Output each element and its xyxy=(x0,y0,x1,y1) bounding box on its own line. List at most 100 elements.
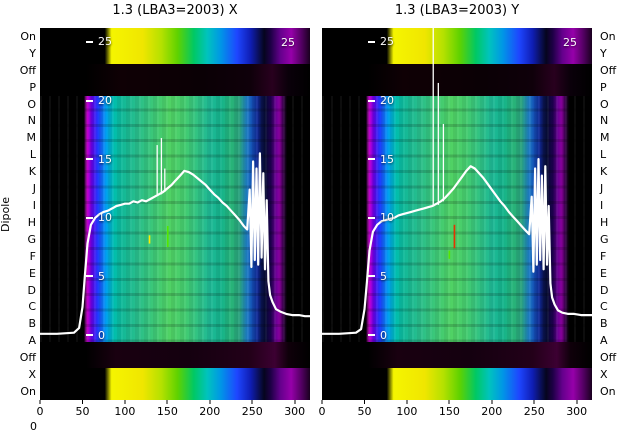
panel-x: 25 20 15 10 5 0 25 0 50 100 150 200 250 300 xyxy=(37,28,310,418)
panel-x-title: 1.3 (LBA3=2003) X xyxy=(112,3,238,18)
x-tick-label: 300 xyxy=(284,400,305,418)
x-tick-value: 150 xyxy=(438,405,460,418)
dipole-labels-right: On Y Off P O N M L K J I H G F E D C B A Off X On xyxy=(598,28,638,400)
heatmap-band-off_top xyxy=(40,64,310,97)
spectrum-curve xyxy=(322,158,592,335)
panel-y-title: 1.3 (LBA3=2003) Y xyxy=(394,3,520,18)
dipole-row-label: O xyxy=(27,97,36,111)
dipole-row-label: I xyxy=(32,199,36,213)
x-tick-mark xyxy=(124,400,126,404)
x-tick-mark xyxy=(82,400,83,404)
dipole-row-label: G xyxy=(600,232,609,246)
dipole-row-label: K xyxy=(28,165,36,179)
x-tick-mark xyxy=(576,400,578,404)
heatmap-band-off_bottom xyxy=(322,341,592,368)
dipole-row-label: F xyxy=(600,249,607,263)
x-tick-value: 0 xyxy=(36,405,44,418)
x-tick-value: 50 xyxy=(357,405,372,418)
dipole-row-label: G xyxy=(27,232,36,246)
dipole-row-label: On xyxy=(20,384,36,398)
dipole-row-label: C xyxy=(600,300,608,314)
x-tick-mark xyxy=(448,400,450,404)
dipole-labels-left: On Y Off P O N M L K J I H G F E D C B A Off X On xyxy=(10,28,38,400)
x-tick-mark xyxy=(294,400,296,404)
dipole-row-label: E xyxy=(29,266,36,280)
dipole-row-label: F xyxy=(29,249,36,263)
x-tick-mark xyxy=(364,400,365,404)
x-tick-label: 0 xyxy=(37,400,44,418)
x-tick-value: 0 xyxy=(318,405,326,418)
y-tick-right-x: 25 xyxy=(281,36,295,49)
x-tick-label: 300 xyxy=(566,400,587,418)
heatmap-x xyxy=(40,28,310,400)
x-tick-value: 300 xyxy=(284,405,306,418)
heatmap-band-band xyxy=(40,28,310,65)
x-tick-value: 200 xyxy=(199,405,221,418)
dipole-row-label: D xyxy=(600,283,609,297)
x-tick-mark xyxy=(321,400,323,404)
x-tick-mark xyxy=(39,400,41,404)
x-tick-value: 200 xyxy=(481,405,503,418)
dipole-row-label: O xyxy=(600,97,609,111)
dipole-row-label: H xyxy=(27,215,36,229)
dipole-row-label: C xyxy=(28,300,36,314)
dipole-row-label: Y xyxy=(29,46,36,60)
x-tick-label: 100 xyxy=(114,400,135,418)
x-tick-value: 150 xyxy=(156,405,178,418)
dipole-row-label: L xyxy=(600,148,607,162)
dipole-row-label: K xyxy=(600,165,608,179)
heatmap-band-off_bottom xyxy=(40,341,310,368)
dipole-row-label: D xyxy=(27,283,36,297)
x-tick-label: 100 xyxy=(396,400,417,418)
dipole-row-label: Off xyxy=(19,63,36,77)
x-ticks-y: 0 50 100 150 200 250 300 xyxy=(319,400,592,422)
x-tick-mark xyxy=(491,400,493,404)
x-tick-label: 0 xyxy=(319,400,326,418)
dipole-row-label: H xyxy=(600,215,609,229)
x-ticks-x: 0 50 100 150 200 250 300 xyxy=(37,400,310,422)
dipole-row-label: N xyxy=(27,114,36,128)
dipole-row-label: Off xyxy=(19,351,36,365)
dipole-row-label: A xyxy=(600,334,608,348)
dipole-row-label: P xyxy=(600,80,607,94)
x-tick-mark xyxy=(251,400,253,404)
x-tick-label: 250 xyxy=(242,400,263,418)
dipole-row-label: X xyxy=(28,368,36,382)
dipole-row-label: E xyxy=(600,266,607,280)
dipole-row-label: On xyxy=(600,384,616,398)
dipole-row-label: B xyxy=(600,317,608,331)
x-tick-label: 50 xyxy=(76,400,90,418)
dipole-row-label: N xyxy=(600,114,609,128)
dipole-row-label: I xyxy=(600,199,604,213)
dipole-row-label: X xyxy=(600,368,608,382)
x-tick-label: 200 xyxy=(199,400,220,418)
dipole-row-label: B xyxy=(28,317,36,331)
x-tick-value: 300 xyxy=(566,405,588,418)
dipole-row-label: L xyxy=(29,148,36,162)
y-tick-right-y: 25 xyxy=(563,36,577,49)
heatmap-band-band xyxy=(40,367,310,400)
dipole-row-label: M xyxy=(26,131,37,145)
heatmap-band-main xyxy=(40,96,310,342)
x-tick-label: 250 xyxy=(524,400,545,418)
dipole-row-label: A xyxy=(28,334,36,348)
dipole-row-label: On xyxy=(600,29,616,43)
x-tick-label: 150 xyxy=(439,400,460,418)
spectrum-overlay-x xyxy=(40,138,310,335)
x-tick-label: 200 xyxy=(481,400,502,418)
x-tick-mark xyxy=(209,400,211,404)
x-tick-mark xyxy=(406,400,408,404)
dipole-row-label: On xyxy=(20,29,36,43)
x-tick-mark xyxy=(533,400,535,404)
heatmap-band-band xyxy=(322,367,592,400)
x-tick-label: 50 xyxy=(358,400,372,418)
corner-tick-label: 0 xyxy=(30,420,37,433)
dipole-row-label: J xyxy=(600,182,604,196)
x-tick-value: 100 xyxy=(114,405,136,418)
x-tick-value: 250 xyxy=(241,405,263,418)
dipole-row-label: Off xyxy=(600,63,617,77)
x-tick-value: 50 xyxy=(75,405,90,418)
heatmap-band-off_top xyxy=(322,64,592,97)
dipole-row-label: P xyxy=(29,80,36,94)
